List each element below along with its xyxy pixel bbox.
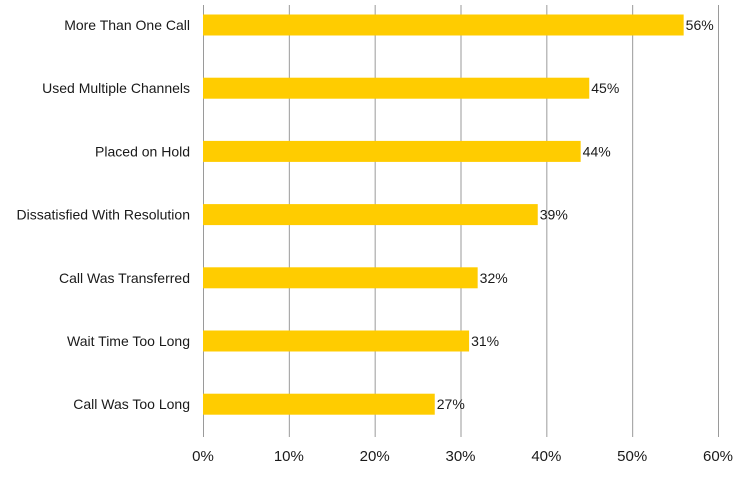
value-label: 44% [583, 143, 611, 159]
x-axis-ticks: 0% 10% 20% 30% 40% 50% 60% [192, 448, 733, 465]
bar-3 [203, 204, 538, 226]
bar-5 [203, 330, 470, 352]
x-tick-label: 40% [531, 448, 561, 465]
value-label: 56% [686, 17, 714, 33]
value-label: 31% [471, 333, 499, 349]
value-label: 32% [480, 270, 508, 286]
bar-0 [203, 14, 684, 36]
x-tick-label: 60% [703, 448, 733, 465]
value-label: 45% [591, 80, 619, 96]
category-label: Placed on Hold [95, 143, 190, 159]
bar-2 [203, 140, 581, 162]
category-label: Call Was Too Long [73, 396, 190, 412]
value-label: 27% [437, 396, 465, 412]
bar-6 [203, 393, 435, 415]
category-label: Wait Time Too Long [67, 333, 190, 349]
category-label: Dissatisfied With Resolution [16, 207, 190, 223]
bar-4 [203, 267, 478, 289]
x-tick-label: 0% [192, 448, 214, 465]
bar-1 [203, 77, 590, 99]
category-label: Used Multiple Channels [42, 80, 190, 96]
x-tick-label: 50% [617, 448, 647, 465]
x-tick-label: 20% [360, 448, 390, 465]
value-label: 39% [540, 207, 568, 223]
bar-layer [203, 14, 684, 415]
x-tick-label: 30% [445, 448, 475, 465]
label-layer: More Than One Call 56% Used Multiple Chann… [16, 17, 713, 412]
category-label: More Than One Call [64, 17, 190, 33]
category-label: Call Was Transferred [59, 270, 190, 286]
x-tick-label: 10% [274, 448, 304, 465]
